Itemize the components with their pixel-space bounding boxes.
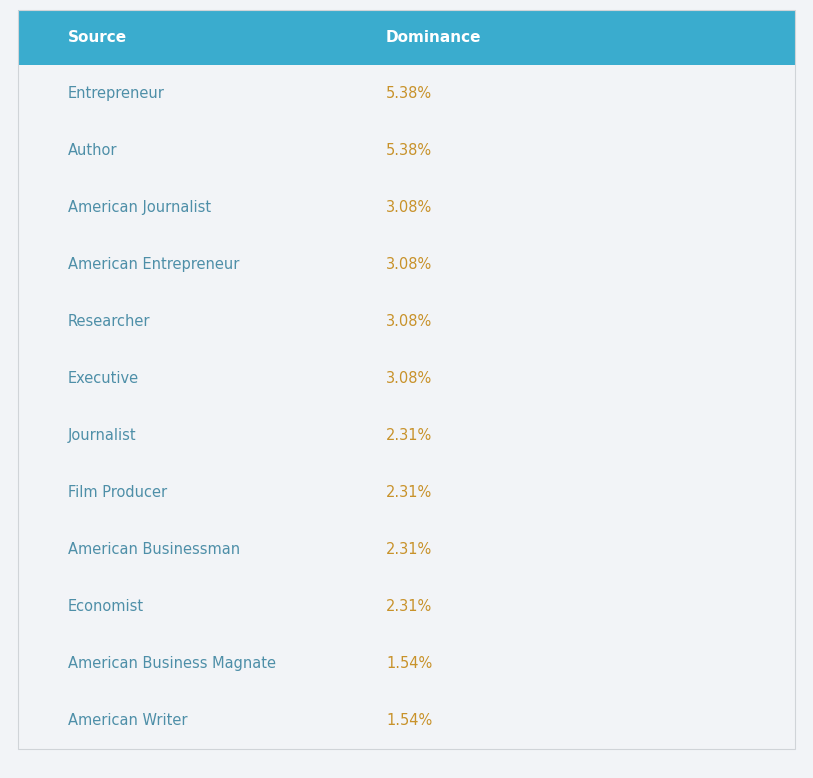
Text: Entrepreneur: Entrepreneur xyxy=(68,86,165,101)
Text: American Entrepreneur: American Entrepreneur xyxy=(68,257,239,272)
Bar xyxy=(18,122,795,179)
Text: Journalist: Journalist xyxy=(68,428,137,443)
Bar xyxy=(18,635,795,692)
Bar xyxy=(18,293,795,350)
Text: 1.54%: 1.54% xyxy=(386,656,433,671)
Text: 3.08%: 3.08% xyxy=(386,200,433,215)
Bar xyxy=(18,179,795,236)
Text: American Journalist: American Journalist xyxy=(68,200,211,215)
Text: Source: Source xyxy=(68,30,127,45)
Bar xyxy=(18,65,795,122)
Text: 5.38%: 5.38% xyxy=(386,86,433,101)
Bar xyxy=(18,407,795,464)
Text: Economist: Economist xyxy=(68,599,144,614)
Text: Author: Author xyxy=(68,143,118,158)
Text: American Businessman: American Businessman xyxy=(68,542,240,557)
Bar xyxy=(18,350,795,407)
Text: Researcher: Researcher xyxy=(68,314,150,329)
Text: Dominance: Dominance xyxy=(386,30,481,45)
Bar xyxy=(18,692,795,749)
Text: Film Producer: Film Producer xyxy=(68,485,167,500)
Text: 2.31%: 2.31% xyxy=(386,428,433,443)
Bar xyxy=(18,578,795,635)
Text: 5.38%: 5.38% xyxy=(386,143,433,158)
Text: 2.31%: 2.31% xyxy=(386,485,433,500)
Text: 3.08%: 3.08% xyxy=(386,314,433,329)
Text: American Business Magnate: American Business Magnate xyxy=(68,656,276,671)
Text: American Writer: American Writer xyxy=(68,713,188,728)
Bar xyxy=(18,521,795,578)
Bar xyxy=(18,10,795,65)
Bar xyxy=(18,464,795,521)
Text: 1.54%: 1.54% xyxy=(386,713,433,728)
Text: 2.31%: 2.31% xyxy=(386,542,433,557)
Text: Executive: Executive xyxy=(68,371,139,386)
Text: 2.31%: 2.31% xyxy=(386,599,433,614)
Bar xyxy=(18,236,795,293)
Text: 3.08%: 3.08% xyxy=(386,371,433,386)
Text: 3.08%: 3.08% xyxy=(386,257,433,272)
